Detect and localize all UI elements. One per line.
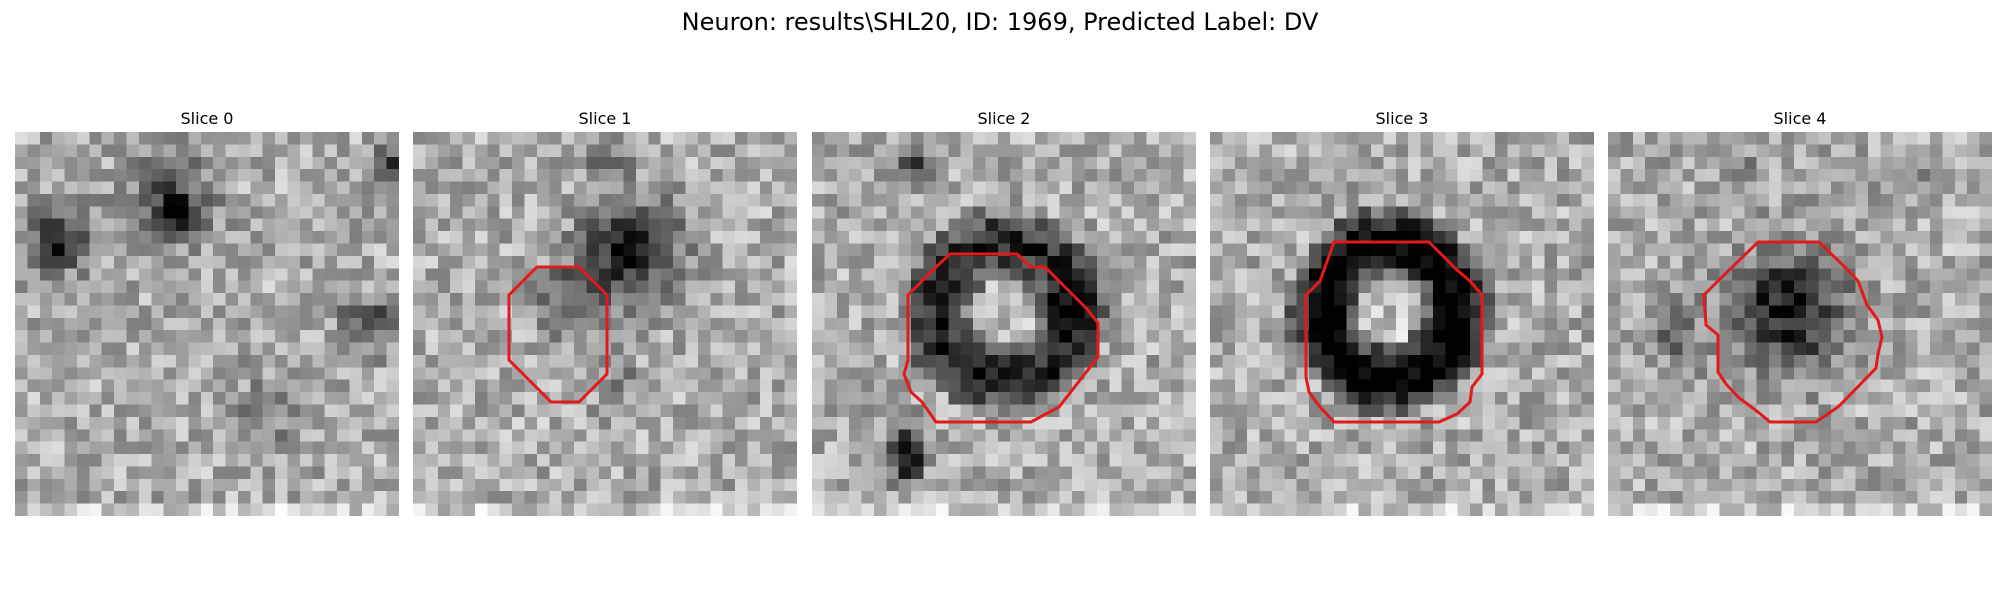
microscopy-slice-image <box>812 132 1196 516</box>
slice-image <box>812 132 1196 516</box>
slice-title: Slice 1 <box>578 109 632 128</box>
slice-image <box>413 132 797 516</box>
figure-title: Neuron: results\SHL20, ID: 1969, Predict… <box>681 8 1319 36</box>
roi-contour <box>902 252 1100 424</box>
microscopy-slice-image <box>413 132 797 516</box>
microscopy-slice-image <box>1608 132 1992 516</box>
microscopy-slice-image <box>15 132 399 516</box>
slice-image <box>1608 132 1992 516</box>
slice-title: Slice 4 <box>1773 109 1827 128</box>
slice-title: Slice 2 <box>977 109 1031 128</box>
slice-panel-4: Slice 4 <box>1608 106 1992 516</box>
slice-panel-1: Slice 1 <box>413 106 797 516</box>
slice-panel-2: Slice 2 <box>812 106 1196 516</box>
slice-image <box>1210 132 1594 516</box>
roi-contour <box>1304 240 1484 424</box>
microscopy-slice-image <box>1210 132 1594 516</box>
slice-image <box>15 132 399 516</box>
slice-title: Slice 0 <box>180 109 234 128</box>
slice-panel-0: Slice 0 <box>15 106 399 516</box>
roi-contour <box>1702 240 1884 424</box>
slice-panel-3: Slice 3 <box>1210 106 1594 516</box>
slice-title: Slice 3 <box>1375 109 1429 128</box>
roi-contour <box>507 265 609 404</box>
